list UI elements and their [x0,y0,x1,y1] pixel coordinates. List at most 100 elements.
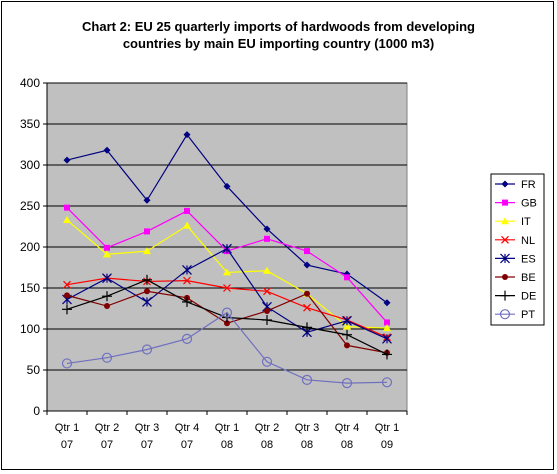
data-point-pt [381,377,393,388]
x-tick-label: 07 [141,439,153,451]
data-point-fr [263,225,271,233]
data-point-de [182,296,192,307]
data-point-de [102,291,112,302]
data-point-nl [223,284,231,292]
data-point-be [224,320,230,327]
data-point-pt [101,352,113,363]
data-point-de [382,349,392,360]
data-point-es [342,315,352,326]
legend-marker-be [502,274,508,280]
y-tick-label: 50 [27,363,41,377]
data-point-es [102,273,112,284]
y-tick-label: 300 [20,158,40,172]
y-tick-label: 400 [20,76,40,90]
x-tick-label: 08 [301,439,313,451]
data-point-fr [223,182,231,190]
x-tick-label: Qtr 2 [95,422,119,434]
data-point-gb [384,319,390,326]
data-point-fr [63,156,71,164]
data-point-pt [341,378,353,389]
legend-label-pt: PT [521,309,535,321]
data-point-nl [263,287,271,296]
y-tick-label: 200 [20,240,40,254]
data-point-it [383,324,391,332]
chart-title: Chart 2: EU 25 quarterly imports of hard… [0,18,557,52]
legend-label-fr: FR [521,179,536,191]
chart-title-line-2: countries by main EU importing country (… [122,36,435,51]
legend-label-it: IT [521,216,531,228]
x-tick-label: Qtr 4 [175,422,199,434]
data-point-be [344,342,350,349]
data-point-it [183,221,191,229]
x-tick-label: Qtr 4 [335,422,359,434]
legend-marker-fr [501,180,509,188]
data-point-fr [143,196,151,204]
data-point-it [343,322,351,330]
data-point-gb [144,228,150,235]
data-point-pt [221,307,233,318]
x-tick-label: 08 [261,439,273,451]
data-point-be [264,307,270,314]
legend-marker-nl [501,235,509,244]
legend-label-be: BE [521,272,536,284]
data-point-fr [383,299,391,307]
data-point-nl [183,276,191,285]
x-tick-label: Qtr 1 [375,422,399,434]
legend-label-de: DE [521,291,536,303]
data-point-gb [304,248,310,255]
data-point-it [103,250,111,258]
x-tick-label: Qtr 2 [255,422,279,434]
data-point-es [182,265,192,275]
data-point-es [382,333,392,344]
data-point-gb [344,274,350,281]
data-point-it [143,247,151,255]
data-point-es [142,297,152,307]
data-point-gb [104,244,110,251]
y-tick-label: 250 [20,199,40,213]
data-point-pt [141,344,153,355]
y-tick-label: 350 [20,117,40,131]
data-point-it [223,268,231,276]
data-point-es [222,243,232,254]
data-point-fr [303,261,311,269]
data-point-be [144,288,150,295]
series-line-pt [66,311,388,384]
x-tick-label: 07 [101,439,113,451]
legend-marker-it [501,217,509,225]
data-point-gb [64,204,70,211]
y-tick-label: 0 [33,404,40,418]
legend-box [490,173,545,326]
data-point-be [304,290,310,297]
data-point-it [263,266,271,274]
y-tick-label: 100 [20,322,40,336]
data-point-nl [303,303,311,312]
data-point-pt [301,374,313,385]
data-point-gb [184,207,190,214]
x-tick-label: 07 [61,439,73,451]
legend-label-es: ES [521,253,536,265]
data-point-de [142,274,152,285]
data-point-fr [103,146,111,154]
data-point-de [262,314,272,325]
data-point-de [302,322,312,333]
x-tick-label: 08 [221,439,233,451]
data-point-pt [181,333,193,344]
data-point-be [104,303,110,310]
legend-label-nl: NL [521,235,535,247]
x-tick-label: Qtr 3 [295,422,319,434]
legend-marker-de [500,290,510,301]
legend-marker-es [500,253,510,264]
legend-marker-gb [502,199,508,206]
data-point-be [64,292,70,299]
data-point-pt [61,358,73,369]
y-tick-label: 150 [20,281,40,295]
x-tick-label: Qtr 1 [215,422,239,434]
x-tick-label: Qtr 1 [55,422,79,434]
x-tick-label: 09 [381,439,393,451]
data-point-de [342,329,352,340]
legend-label-gb: GB [521,198,537,210]
data-point-it [63,215,71,223]
data-point-fr [183,131,191,139]
legend-marker-pt [499,309,511,320]
